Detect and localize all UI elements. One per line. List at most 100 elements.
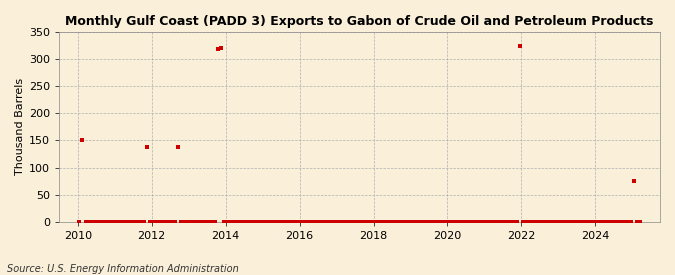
Point bbox=[262, 219, 273, 224]
Point bbox=[225, 219, 236, 224]
Point bbox=[392, 219, 402, 224]
Point bbox=[548, 219, 559, 224]
Point bbox=[382, 219, 393, 224]
Point bbox=[169, 219, 180, 224]
Point bbox=[526, 219, 537, 224]
Point bbox=[102, 219, 113, 224]
Point bbox=[625, 219, 636, 224]
Point bbox=[619, 219, 630, 224]
Point bbox=[89, 219, 100, 224]
Point bbox=[524, 219, 535, 224]
Point bbox=[441, 219, 452, 224]
Point bbox=[536, 219, 547, 224]
Point bbox=[453, 219, 464, 224]
Point bbox=[185, 219, 196, 224]
Point bbox=[370, 219, 381, 224]
Point bbox=[323, 219, 334, 224]
Point bbox=[222, 219, 233, 224]
Point bbox=[219, 219, 230, 224]
Point bbox=[209, 219, 220, 224]
Point bbox=[244, 219, 254, 224]
Point bbox=[160, 219, 171, 224]
Point bbox=[280, 219, 291, 224]
Point bbox=[499, 219, 510, 224]
Point bbox=[379, 219, 389, 224]
Point bbox=[400, 219, 411, 224]
Point bbox=[481, 219, 491, 224]
Point bbox=[406, 219, 417, 224]
Point bbox=[422, 219, 433, 224]
Point bbox=[607, 219, 618, 224]
Point bbox=[570, 219, 580, 224]
Point bbox=[410, 219, 421, 224]
Point bbox=[456, 219, 466, 224]
Point bbox=[259, 219, 269, 224]
Point bbox=[74, 219, 85, 224]
Point bbox=[132, 219, 143, 224]
Point bbox=[597, 219, 608, 224]
Point bbox=[83, 219, 94, 224]
Point bbox=[197, 219, 208, 224]
Point bbox=[268, 219, 279, 224]
Text: Source: U.S. Energy Information Administration: Source: U.S. Energy Information Administ… bbox=[7, 264, 238, 274]
Point bbox=[124, 219, 134, 224]
Point bbox=[496, 219, 507, 224]
Point bbox=[339, 219, 350, 224]
Point bbox=[138, 219, 149, 224]
Point bbox=[385, 219, 396, 224]
Point bbox=[561, 219, 572, 224]
Point bbox=[188, 219, 198, 224]
Point bbox=[616, 219, 627, 224]
Point bbox=[567, 219, 578, 224]
Point bbox=[468, 219, 479, 224]
Point bbox=[234, 219, 245, 224]
Point bbox=[376, 219, 387, 224]
Point bbox=[321, 219, 331, 224]
Point bbox=[176, 219, 186, 224]
Point bbox=[447, 219, 458, 224]
Point bbox=[613, 219, 624, 224]
Point bbox=[364, 219, 375, 224]
Point bbox=[163, 219, 174, 224]
Point bbox=[595, 219, 605, 224]
Point bbox=[388, 219, 399, 224]
Point bbox=[583, 219, 593, 224]
Point bbox=[360, 219, 371, 224]
Point bbox=[471, 219, 482, 224]
Point bbox=[404, 219, 414, 224]
Point bbox=[434, 219, 445, 224]
Point bbox=[173, 145, 184, 150]
Point bbox=[86, 219, 97, 224]
Point bbox=[166, 219, 177, 224]
Point bbox=[148, 219, 159, 224]
Point bbox=[299, 219, 310, 224]
Point bbox=[558, 219, 568, 224]
Point bbox=[302, 219, 313, 224]
Point bbox=[551, 219, 562, 224]
Point bbox=[628, 179, 639, 183]
Point bbox=[240, 219, 251, 224]
Point bbox=[111, 219, 122, 224]
Point bbox=[120, 219, 131, 224]
Point bbox=[554, 219, 565, 224]
Point bbox=[293, 219, 304, 224]
Point bbox=[425, 219, 436, 224]
Point bbox=[475, 219, 485, 224]
Point bbox=[92, 219, 103, 224]
Point bbox=[431, 219, 442, 224]
Point bbox=[490, 219, 501, 224]
Point bbox=[505, 219, 516, 224]
Point bbox=[589, 219, 599, 224]
Point bbox=[539, 219, 550, 224]
Y-axis label: Thousand Barrels: Thousand Barrels bbox=[15, 78, 25, 175]
Point bbox=[632, 219, 643, 224]
Point bbox=[142, 145, 153, 150]
Point bbox=[622, 219, 633, 224]
Point bbox=[265, 219, 275, 224]
Point bbox=[518, 219, 529, 224]
Point bbox=[367, 219, 377, 224]
Point bbox=[213, 46, 223, 51]
Point bbox=[603, 219, 614, 224]
Point bbox=[520, 219, 531, 224]
Point bbox=[545, 219, 556, 224]
